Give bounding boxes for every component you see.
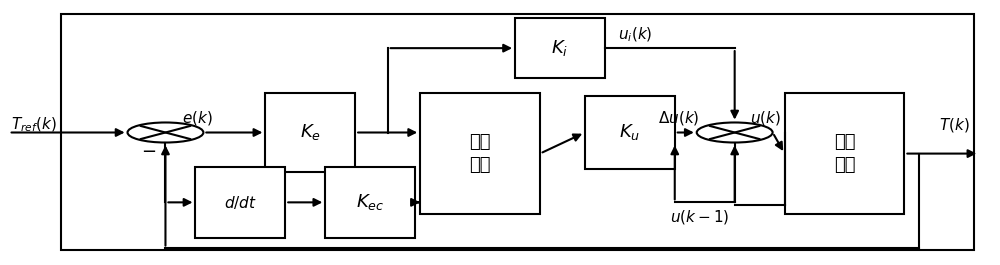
Bar	[515, 18, 605, 78]
Text: $K_u$: $K_u$	[619, 122, 640, 143]
Bar	[785, 93, 904, 214]
Bar	[61, 14, 974, 250]
Text: $\Delta u(k)$: $\Delta u(k)$	[658, 109, 699, 127]
Text: $K_{ec}$: $K_{ec}$	[356, 192, 384, 212]
Text: $e(k)$: $e(k)$	[182, 109, 213, 127]
Text: $d/dt$: $d/dt$	[224, 194, 257, 211]
Text: 被控
对象: 被控 对象	[834, 134, 855, 174]
Text: $u(k)$: $u(k)$	[750, 109, 781, 127]
Text: $u(k-1)$: $u(k-1)$	[670, 208, 729, 226]
Text: $K_i$: $K_i$	[551, 38, 569, 58]
Bar	[265, 93, 355, 172]
Text: $-$: $-$	[141, 141, 156, 159]
Text: $u_i(k)$: $u_i(k)$	[618, 26, 652, 44]
Bar	[195, 167, 285, 238]
Text: $K_e$: $K_e$	[300, 122, 321, 143]
Bar	[325, 167, 415, 238]
Text: $T_{ref}(k)$: $T_{ref}(k)$	[11, 115, 57, 134]
Bar	[420, 93, 540, 214]
Text: $T(k)$: $T(k)$	[939, 116, 970, 134]
Text: 模糊
控制: 模糊 控制	[469, 134, 491, 174]
Bar	[585, 96, 675, 169]
